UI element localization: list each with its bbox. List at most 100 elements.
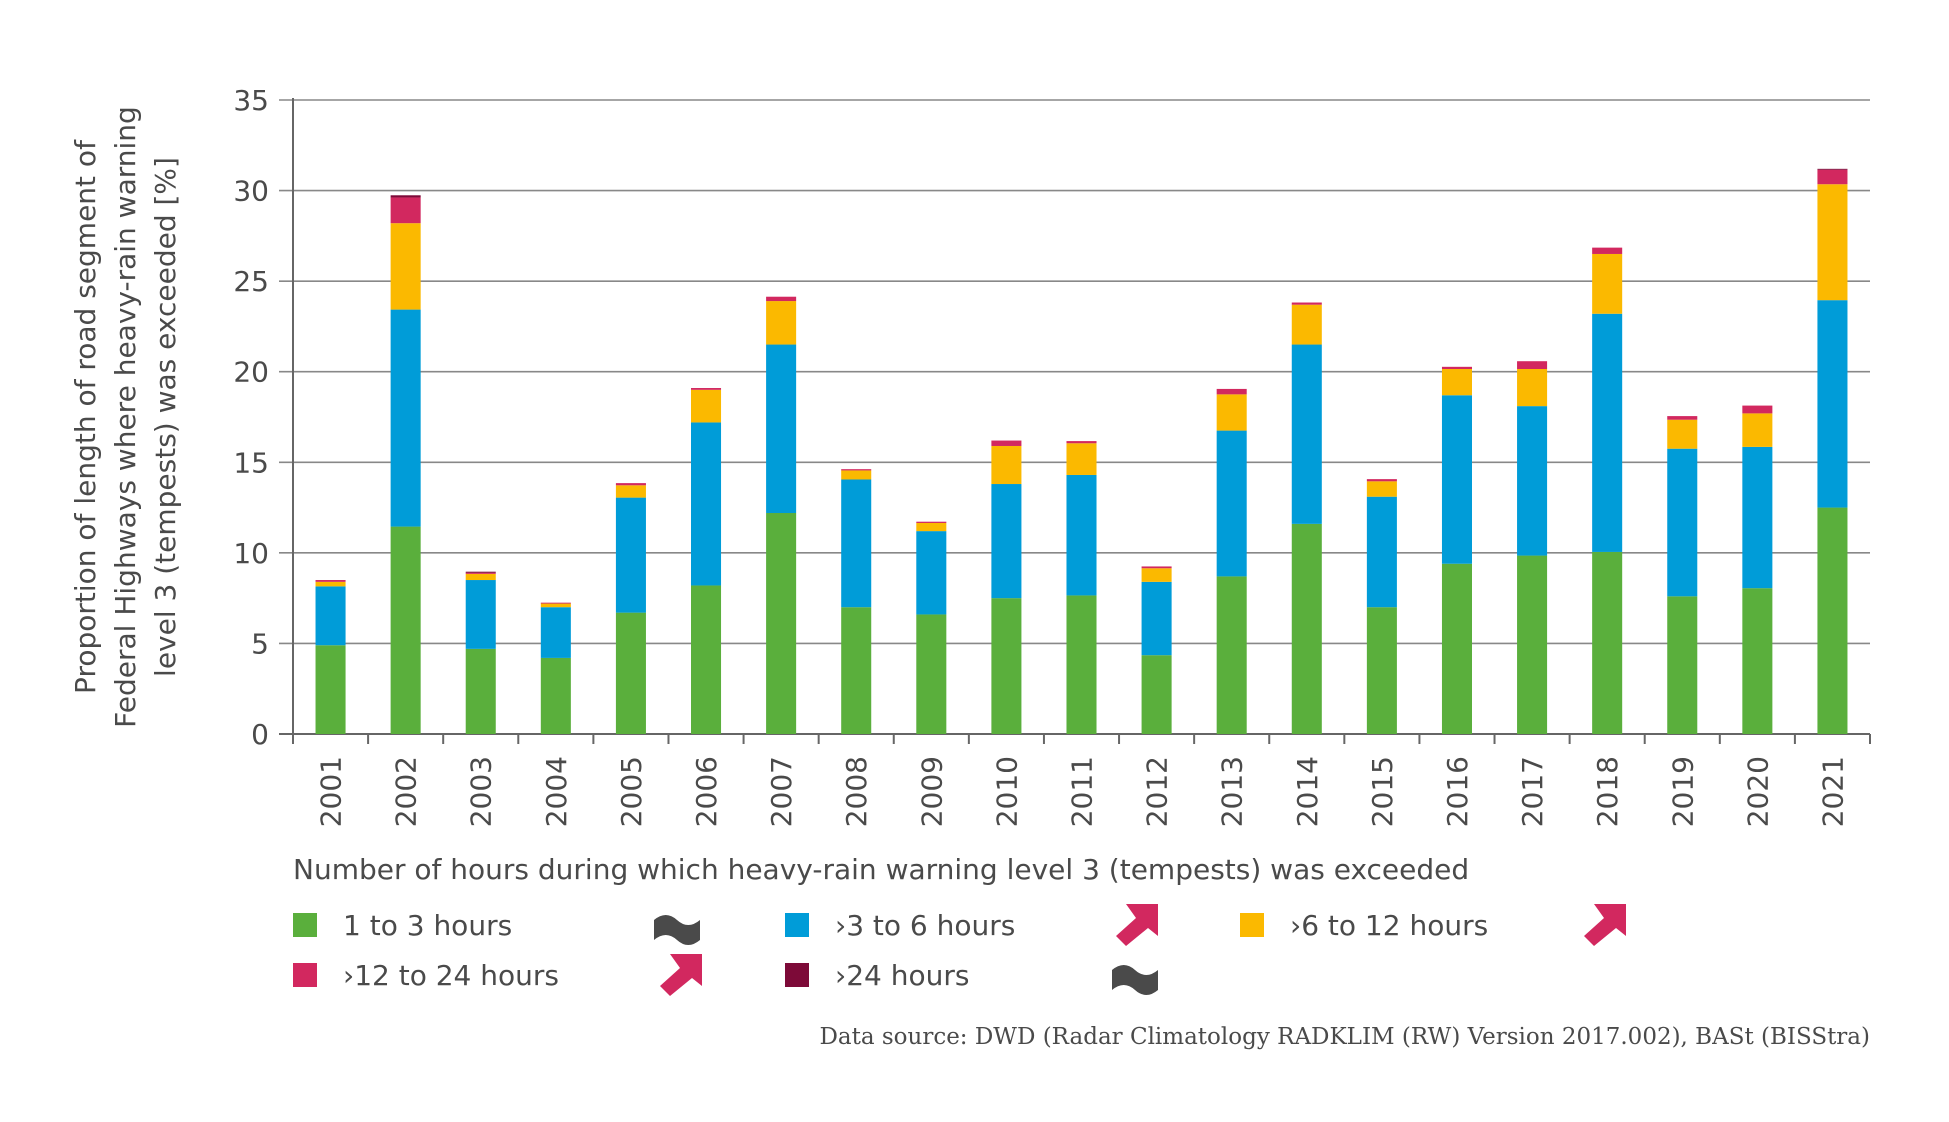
y-tick-label: 30 [233, 175, 269, 208]
bar-segment [465, 573, 496, 581]
bar-segment [315, 581, 346, 587]
bar-stack-2008 [841, 469, 872, 734]
bar-segment [1517, 361, 1548, 369]
bar-segment [615, 485, 646, 498]
legend-label: ›12 to 24 hours [343, 958, 559, 992]
bar-segment [1216, 388, 1247, 395]
x-tick-label: 2017 [1516, 756, 1549, 827]
bar-segment [540, 657, 571, 734]
bar-segment [766, 513, 797, 734]
bar-stack-2015 [1366, 479, 1397, 734]
bar-segment [615, 497, 646, 613]
bar-segment [1066, 441, 1097, 444]
x-tick-label: 2020 [1741, 756, 1774, 827]
bar-segment [1517, 406, 1548, 556]
bar-segment [1667, 419, 1698, 449]
x-tick-label: 2005 [615, 756, 648, 827]
legend-title: Number of hours during which heavy-rain … [293, 853, 1470, 886]
x-tick-label: 2006 [690, 756, 723, 827]
y-tick-label: 5 [251, 627, 269, 660]
bar-stack-2010 [991, 440, 1022, 734]
bar-stack-2011 [1066, 441, 1097, 734]
bar-stack-2014 [1291, 302, 1322, 734]
legend-swatch [785, 963, 809, 987]
bar-segment [766, 301, 797, 345]
bar-segment [1517, 555, 1548, 734]
x-tick-label: 2018 [1591, 756, 1624, 827]
bar-segment [1141, 566, 1172, 569]
x-tick-label: 2009 [915, 756, 948, 827]
bar-segment [1742, 588, 1773, 734]
bar-stack-2017 [1517, 361, 1548, 734]
y-axis-title-line: level 3 (tempests) was exceeded [%] [149, 157, 182, 677]
y-tick-label: 15 [233, 446, 269, 479]
bar-stack-2006 [691, 388, 722, 734]
bar-segment [691, 585, 722, 734]
legend-label: 1 to 3 hours [343, 908, 513, 942]
bar-segment [1742, 446, 1773, 589]
bar-segment [390, 197, 421, 224]
bar-segment [465, 580, 496, 649]
bar-segment [1066, 443, 1097, 475]
bar-segment [1592, 551, 1623, 734]
bar-segment [916, 521, 947, 523]
increasing-arrow-icon [1584, 904, 1626, 946]
bar-segment [1667, 416, 1698, 420]
bar-segment [1817, 184, 1848, 301]
bar-stack-2018 [1592, 247, 1623, 734]
x-tick-label: 2007 [765, 756, 798, 827]
x-tick-label: 2001 [315, 756, 348, 827]
bar-segment [1366, 496, 1397, 608]
legend-swatch [1240, 913, 1264, 937]
bar-stack-2007 [766, 296, 797, 734]
bar-stack-2020 [1742, 405, 1773, 734]
bar-segment [390, 309, 421, 527]
legend-label: ›24 hours [835, 958, 970, 992]
bar-segment [1441, 366, 1472, 369]
bar-segment [1216, 430, 1247, 577]
bar-segment [691, 422, 722, 586]
bar-segment [1366, 479, 1397, 482]
x-tick-label: 2011 [1066, 756, 1099, 827]
bar-segment [315, 586, 346, 646]
bar-segment [540, 603, 571, 608]
bar-segment [1592, 253, 1623, 314]
bar-segment [1216, 576, 1247, 734]
x-tick-label: 2004 [540, 756, 573, 827]
x-tick-label: 2016 [1441, 756, 1474, 827]
y-axis-title-line: Federal Highways where heavy-rain warnin… [109, 106, 142, 728]
no-trend-wave-icon [654, 915, 700, 945]
bar-segment [1441, 395, 1472, 564]
bar-stack-2004 [540, 602, 571, 734]
bar-segment [1817, 168, 1848, 170]
bar-stack-2013 [1216, 388, 1247, 734]
bar-segment [1141, 581, 1172, 656]
no-trend-wave-icon [1112, 965, 1158, 995]
data-source-note: Data source: DWD (Radar Climatology RADK… [819, 1024, 1870, 1050]
bar-segment [841, 470, 872, 480]
bar-segment [916, 531, 947, 615]
bar-segment [1291, 304, 1322, 345]
legend-item-12-24h: ›12 to 24 hours [293, 958, 559, 992]
bar-segment [1066, 474, 1097, 596]
bar-segment [841, 607, 872, 734]
bar-segment [1592, 247, 1623, 254]
x-tick-label: 2021 [1816, 756, 1849, 827]
legend-label: ›3 to 6 hours [835, 908, 1016, 942]
legend-item-1-3h: 1 to 3 hours [293, 908, 512, 942]
bar-segment [916, 614, 947, 734]
bar-segment [1817, 507, 1848, 734]
y-tick-label: 10 [233, 537, 269, 570]
y-tick-label: 0 [251, 718, 269, 751]
bar-segment [916, 522, 947, 532]
y-axis-title: Proportion of length of road segment of F… [69, 106, 182, 728]
legend-swatch [293, 913, 317, 937]
x-tick-label: 2015 [1366, 756, 1399, 827]
bar-segment [1742, 405, 1773, 414]
bar-segment [1366, 481, 1397, 497]
y-tick-label: 25 [233, 265, 269, 298]
legend-item-6-12h: ›6 to 12 hours [1240, 908, 1488, 942]
bar-segment [1667, 448, 1698, 597]
bar-segment [540, 607, 571, 658]
bar-segment [691, 388, 722, 390]
